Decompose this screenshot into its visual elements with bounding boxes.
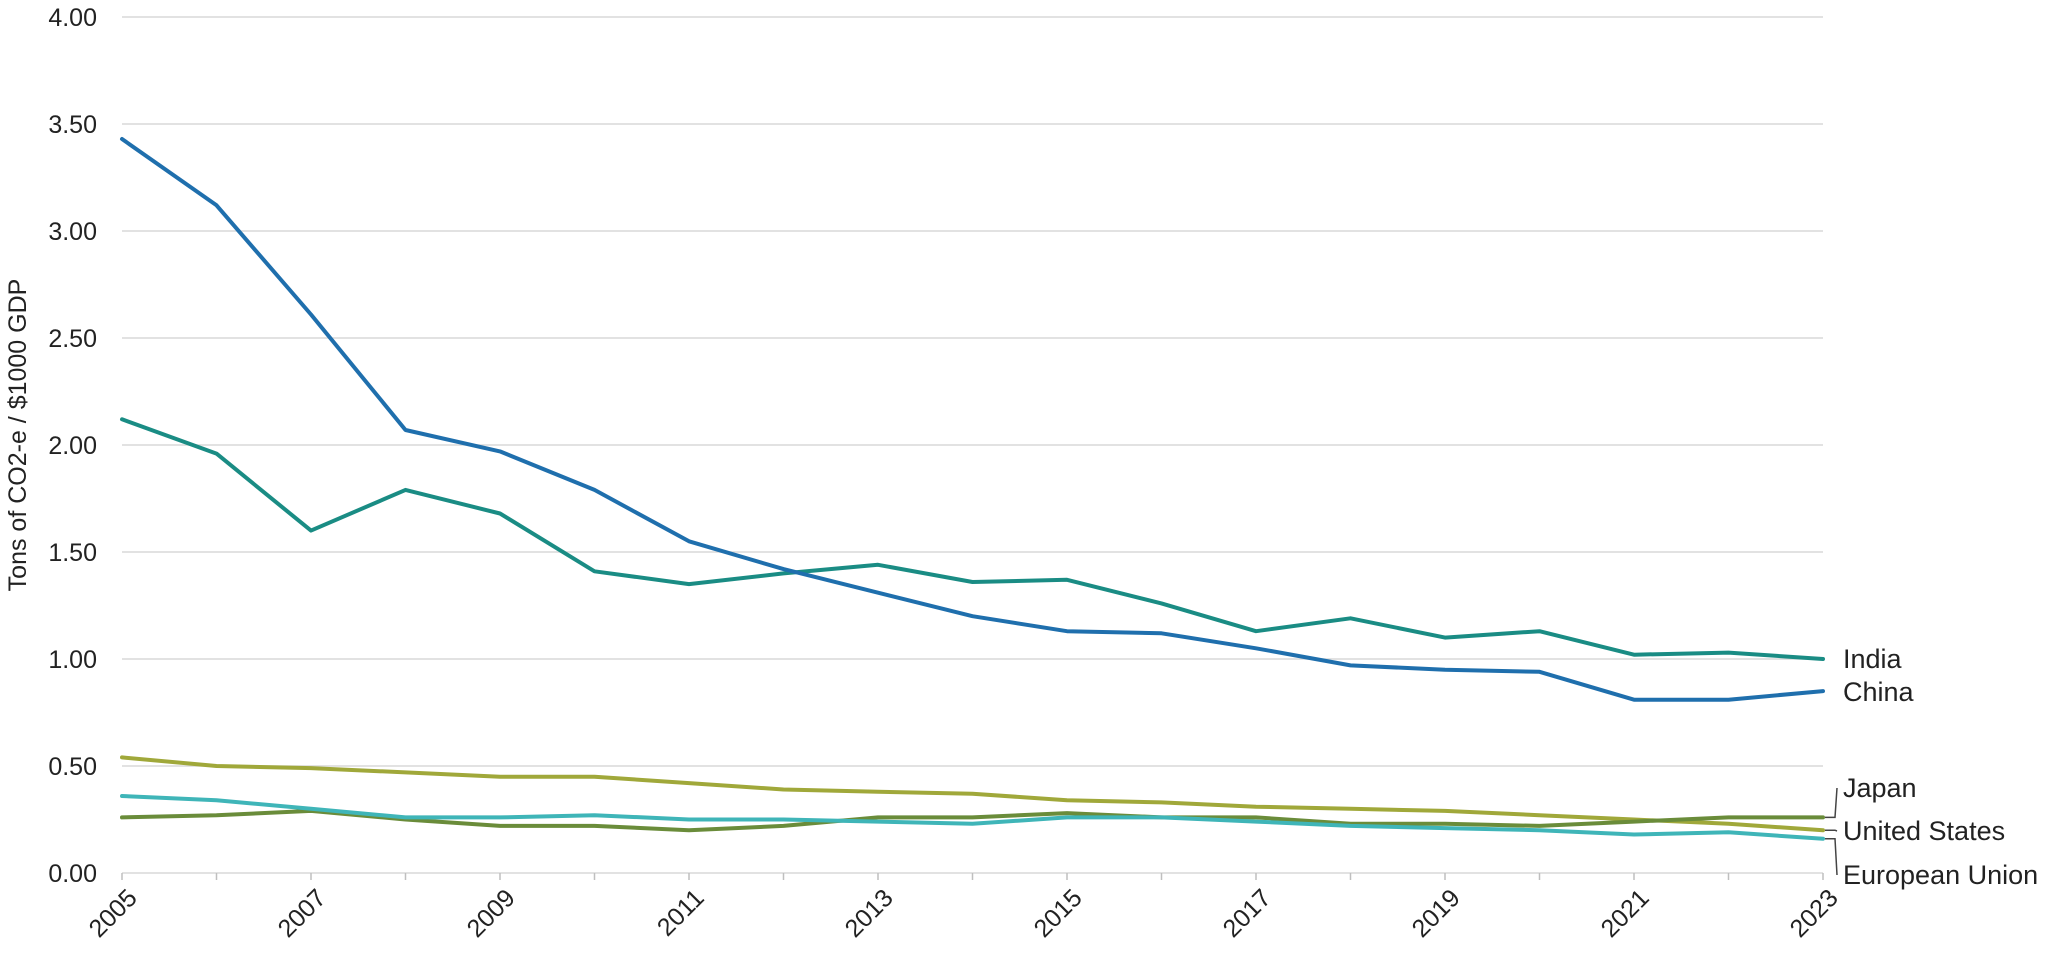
y-tick-label: 2.50: [48, 325, 97, 353]
x-tick-label: 2017: [1218, 884, 1277, 943]
y-tick-label: 0.50: [48, 753, 97, 781]
series-line-japan: [120, 808, 1825, 833]
y-tick-label: 1.00: [48, 646, 97, 674]
y-axis-tick-labels: 0.00 0.50 1.00 1.50 2.00 2.50 3.00 3.50 4.00: [48, 4, 97, 888]
label-leader-united-states: [1825, 829, 1838, 832]
series-line-united-states: [120, 755, 1825, 833]
x-tick-label: 2023: [1785, 884, 1844, 943]
y-tick-label: 4.00: [48, 4, 97, 32]
series-label-china: China: [1843, 677, 1915, 707]
x-tick-label: 2015: [1029, 884, 1088, 943]
series-line-european-union: [120, 794, 1825, 841]
series-lines: [120, 137, 1825, 841]
x-tick-label: 2013: [840, 884, 899, 943]
x-axis-tick-labels: 2005 2007 2009 2011 2013 2015 2017 2019 2021 2023: [84, 884, 1844, 943]
y-axis-title: Tons of CO2-e / $1000 GDP: [4, 279, 32, 592]
x-tick-label: 2007: [273, 884, 332, 943]
label-leader-japan: [1825, 787, 1838, 819]
y-tick-label: 2.00: [48, 432, 97, 460]
x-tick-label: 2009: [462, 884, 521, 943]
y-tick-label: 0.00: [48, 860, 97, 888]
series-label-united-states: United States: [1843, 816, 2005, 846]
x-tick-label: 2021: [1596, 884, 1655, 943]
series-label-india: India: [1843, 644, 1903, 674]
series-line-india: [120, 417, 1825, 661]
x-tick-label: 2019: [1407, 884, 1466, 943]
y-tick-label: 3.50: [48, 111, 97, 139]
x-tick-label: 2011: [652, 884, 710, 942]
label-leader-european-union: [1825, 838, 1838, 876]
series-line-china: [120, 137, 1825, 702]
y-tick-label: 3.00: [48, 218, 97, 246]
gridlines: [121, 16, 1824, 880]
y-tick-label: 1.50: [48, 539, 97, 567]
series-label-european-union: European Union: [1843, 860, 2038, 890]
series-label-japan: Japan: [1843, 773, 1917, 803]
x-tick-label: 2005: [84, 884, 143, 943]
